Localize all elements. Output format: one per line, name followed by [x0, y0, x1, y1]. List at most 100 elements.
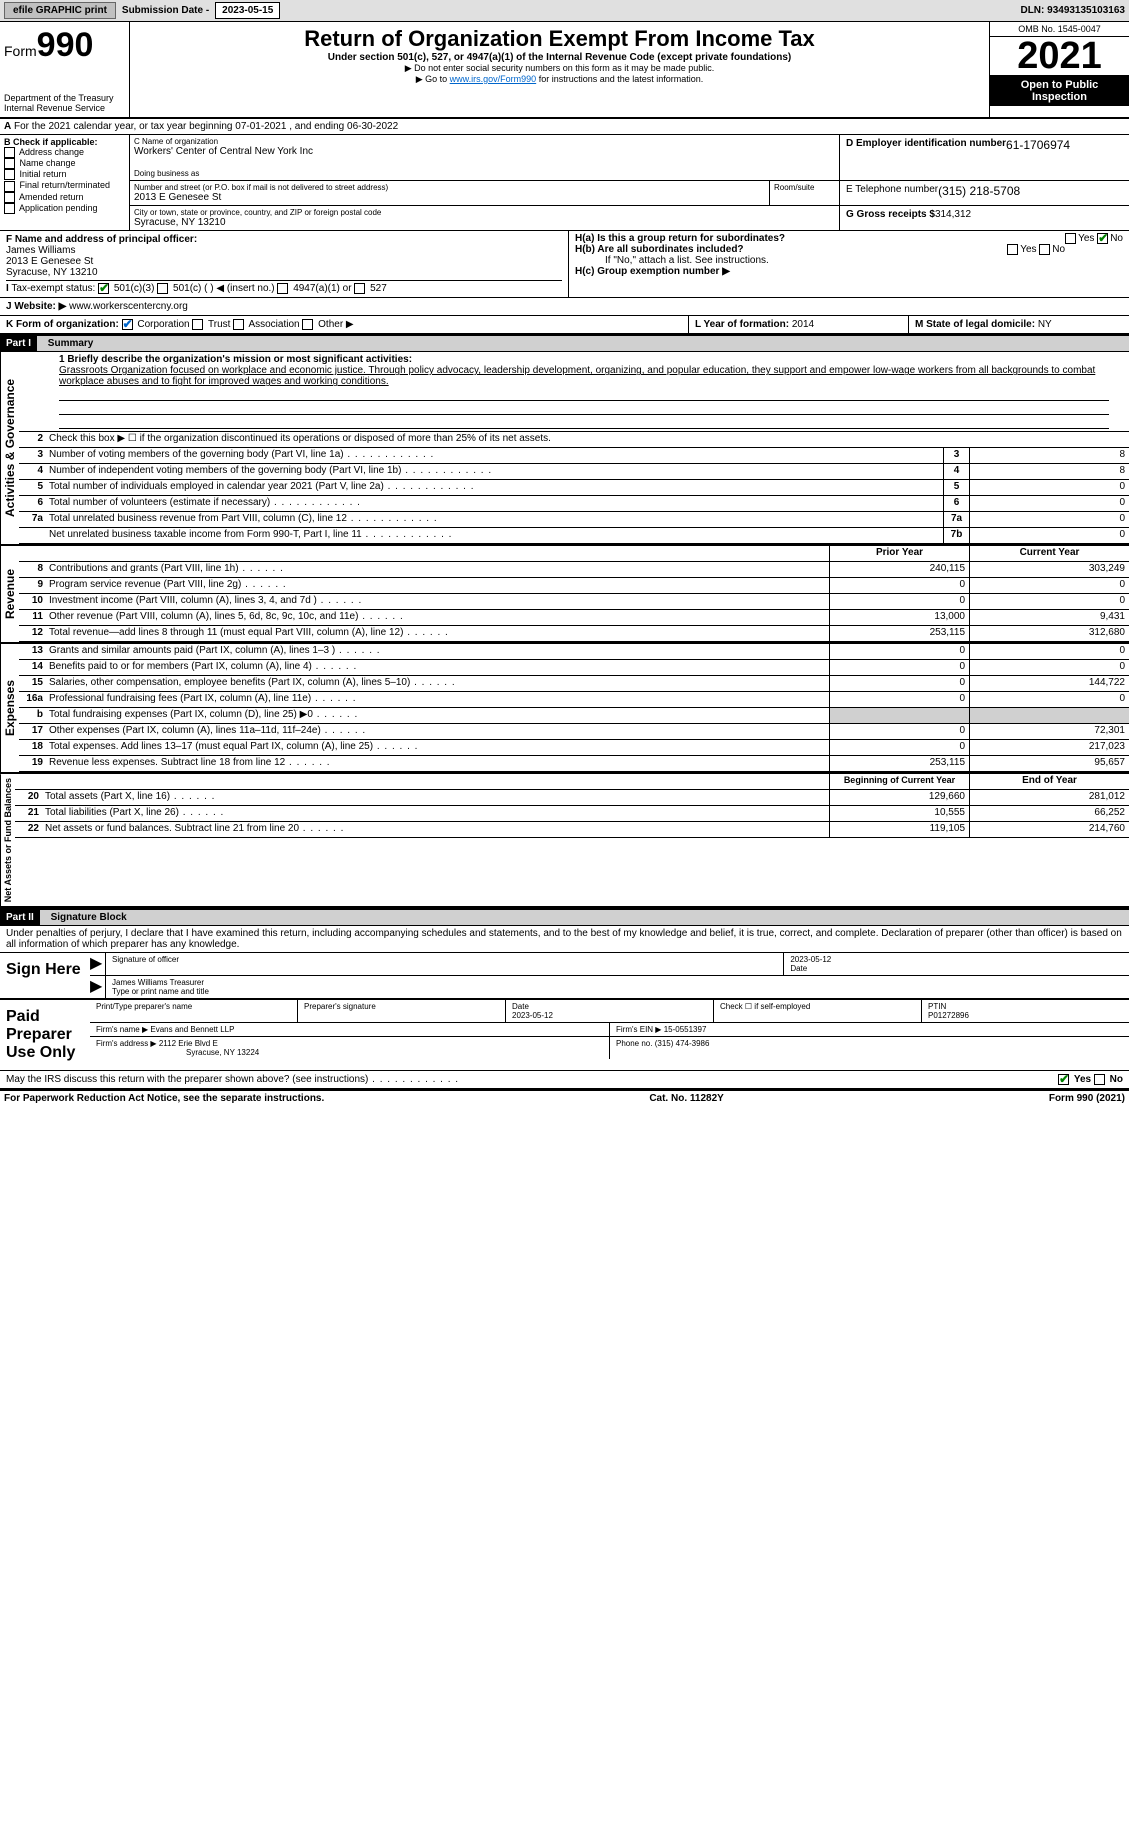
- discuss-yes[interactable]: [1058, 1074, 1069, 1085]
- c-name-lbl: C Name of organization: [134, 137, 835, 146]
- ha-yes[interactable]: [1065, 233, 1076, 244]
- year-formation: 2014: [792, 319, 814, 330]
- paperwork-notice: For Paperwork Reduction Act Notice, see …: [4, 1093, 324, 1104]
- 4947-check[interactable]: [277, 283, 288, 294]
- 527-check[interactable]: [354, 283, 365, 294]
- ha-no[interactable]: [1097, 233, 1108, 244]
- 501c3-check[interactable]: [98, 283, 109, 294]
- form-footer: Form 990 (2021): [1049, 1093, 1125, 1104]
- ha-lbl: H(a) Is this a group return for subordin…: [575, 233, 785, 244]
- c-city-lbl: City or town, state or province, country…: [134, 208, 835, 217]
- part1-header: Part I Summary: [0, 334, 1129, 352]
- e-phone-lbl: E Telephone number: [846, 184, 938, 198]
- gross-receipts: 314,312: [935, 209, 971, 220]
- section-a: A For the 2021 calendar year, or tax yea…: [0, 119, 1129, 135]
- k-other[interactable]: [302, 319, 313, 330]
- d-ein-lbl: D Employer identification number: [846, 138, 1006, 152]
- submission-label: Submission Date -: [122, 5, 209, 16]
- hdr-prior: Prior Year: [829, 546, 969, 561]
- hdr-begin: Beginning of Current Year: [829, 774, 969, 789]
- l-lbl: L Year of formation:: [695, 319, 789, 330]
- g-receipts-lbl: G Gross receipts $: [846, 209, 935, 220]
- may-discuss: May the IRS discuss this return with the…: [0, 1071, 1129, 1090]
- mission-text: Grassroots Organization focused on workp…: [59, 365, 1095, 387]
- hb-no[interactable]: [1039, 244, 1050, 255]
- b-check[interactable]: [4, 181, 15, 192]
- officer-addr2: Syracuse, NY 13210: [6, 267, 98, 278]
- form-title: Return of Organization Exempt From Incom…: [134, 26, 985, 52]
- footer: For Paperwork Reduction Act Notice, see …: [0, 1090, 1129, 1106]
- fg-row: F Name and address of principal officer:…: [0, 231, 1129, 298]
- ptin: P01272896: [928, 1011, 969, 1020]
- block-bcd: B Check if applicable: Address change Na…: [0, 135, 1129, 231]
- sidebar-expenses: Expenses: [0, 644, 19, 772]
- c-addr-lbl: Number and street (or P.O. box if mail i…: [134, 183, 765, 192]
- sig-officer-lbl: Signature of officer: [112, 955, 179, 964]
- topbar: efile GRAPHIC print Submission Date - 20…: [0, 0, 1129, 22]
- k-corp[interactable]: [122, 319, 133, 330]
- firm-addr: 2112 Erie Blvd E: [159, 1039, 218, 1048]
- dln: DLN: 93493135103163: [1020, 5, 1125, 16]
- cat-no: Cat. No. 11282Y: [649, 1093, 723, 1104]
- firm-phone: (315) 474-3986: [655, 1039, 710, 1048]
- officer-printed: James Williams Treasurer: [112, 978, 204, 987]
- k-assoc[interactable]: [233, 319, 244, 330]
- m-lbl: M State of legal domicile:: [915, 319, 1035, 330]
- org-name: Workers' Center of Central New York Inc: [134, 146, 313, 157]
- b-check[interactable]: [4, 169, 15, 180]
- sign-here-label: Sign Here: [0, 953, 90, 998]
- phone: (315) 218-5708: [938, 184, 1020, 198]
- 501c-check[interactable]: [157, 283, 168, 294]
- declaration: Under penalties of perjury, I declare th…: [0, 926, 1129, 953]
- officer-addr1: 2013 E Genesee St: [6, 256, 93, 267]
- firm-ein: 15-0551397: [664, 1025, 707, 1034]
- prep-date: 2023-05-12: [512, 1011, 553, 1020]
- j-website: J Website: ▶ www.workerscentercny.org: [0, 298, 1129, 316]
- sig-date: 2023-05-12: [790, 955, 831, 964]
- open-public: Open to Public Inspection: [990, 76, 1129, 106]
- sidebar-net: Net Assets or Fund Balances: [0, 774, 15, 906]
- k-trust[interactable]: [192, 319, 203, 330]
- arrow-icon: ▶: [90, 976, 106, 998]
- form-subtitle: Under section 501(c), 527, or 4947(a)(1)…: [134, 52, 985, 63]
- k-lbl: K Form of organization:: [6, 319, 119, 330]
- state-domicile: NY: [1038, 319, 1052, 330]
- firm-city: Syracuse, NY 13224: [96, 1048, 259, 1057]
- line-2: Check this box ▶ ☐ if the organization d…: [47, 432, 1129, 447]
- paid-preparer-label: Paid Preparer Use Only: [0, 1000, 90, 1070]
- hc-lbl: H(c) Group exemption number ▶: [575, 266, 730, 277]
- officer-name: James Williams: [6, 245, 75, 256]
- irs: Internal Revenue Service: [4, 103, 125, 113]
- submission-date: 2023-05-15: [215, 2, 280, 19]
- hdr-end: End of Year: [969, 774, 1129, 789]
- hdr-curr: Current Year: [969, 546, 1129, 561]
- room-lbl: Room/suite: [774, 183, 835, 192]
- part2-header: Part II Signature Block: [0, 908, 1129, 926]
- hb-lbl: H(b) Are all subordinates included?: [575, 244, 744, 255]
- arrow-icon: ▶: [90, 953, 106, 975]
- org-addr: 2013 E Genesee St: [134, 192, 221, 203]
- self-employed-check[interactable]: Check ☐ if self-employed: [714, 1000, 922, 1022]
- f-lbl: F Name and address of principal officer:: [6, 234, 197, 245]
- line-1: 1 Briefly describe the organization's mi…: [19, 352, 1129, 432]
- org-city: Syracuse, NY 13210: [134, 217, 226, 228]
- i-lbl: Tax-exempt status:: [11, 283, 95, 294]
- hb-note: If "No," attach a list. See instructions…: [575, 255, 1123, 266]
- note-link: ▶ Go to www.irs.gov/Form990 for instruct…: [134, 74, 985, 85]
- irs-link[interactable]: www.irs.gov/Form990: [450, 74, 537, 84]
- c-dba-lbl: Doing business as: [134, 169, 835, 178]
- discuss-no[interactable]: [1094, 1074, 1105, 1085]
- hb-yes[interactable]: [1007, 244, 1018, 255]
- tax-year: 2021: [990, 37, 1129, 76]
- efile-print-button[interactable]: efile GRAPHIC print: [4, 2, 116, 19]
- note-ssn: ▶ Do not enter social security numbers o…: [134, 63, 985, 74]
- b-check[interactable]: [4, 158, 15, 169]
- sidebar-governance: Activities & Governance: [0, 352, 19, 544]
- b-check[interactable]: [4, 147, 15, 158]
- b-check[interactable]: [4, 192, 15, 203]
- dept-treasury: Department of the Treasury: [4, 93, 125, 103]
- form-number: Form990: [4, 26, 125, 65]
- sidebar-revenue: Revenue: [0, 546, 19, 642]
- b-check[interactable]: [4, 203, 15, 214]
- section-b-hdr: B Check if applicable:: [4, 137, 98, 147]
